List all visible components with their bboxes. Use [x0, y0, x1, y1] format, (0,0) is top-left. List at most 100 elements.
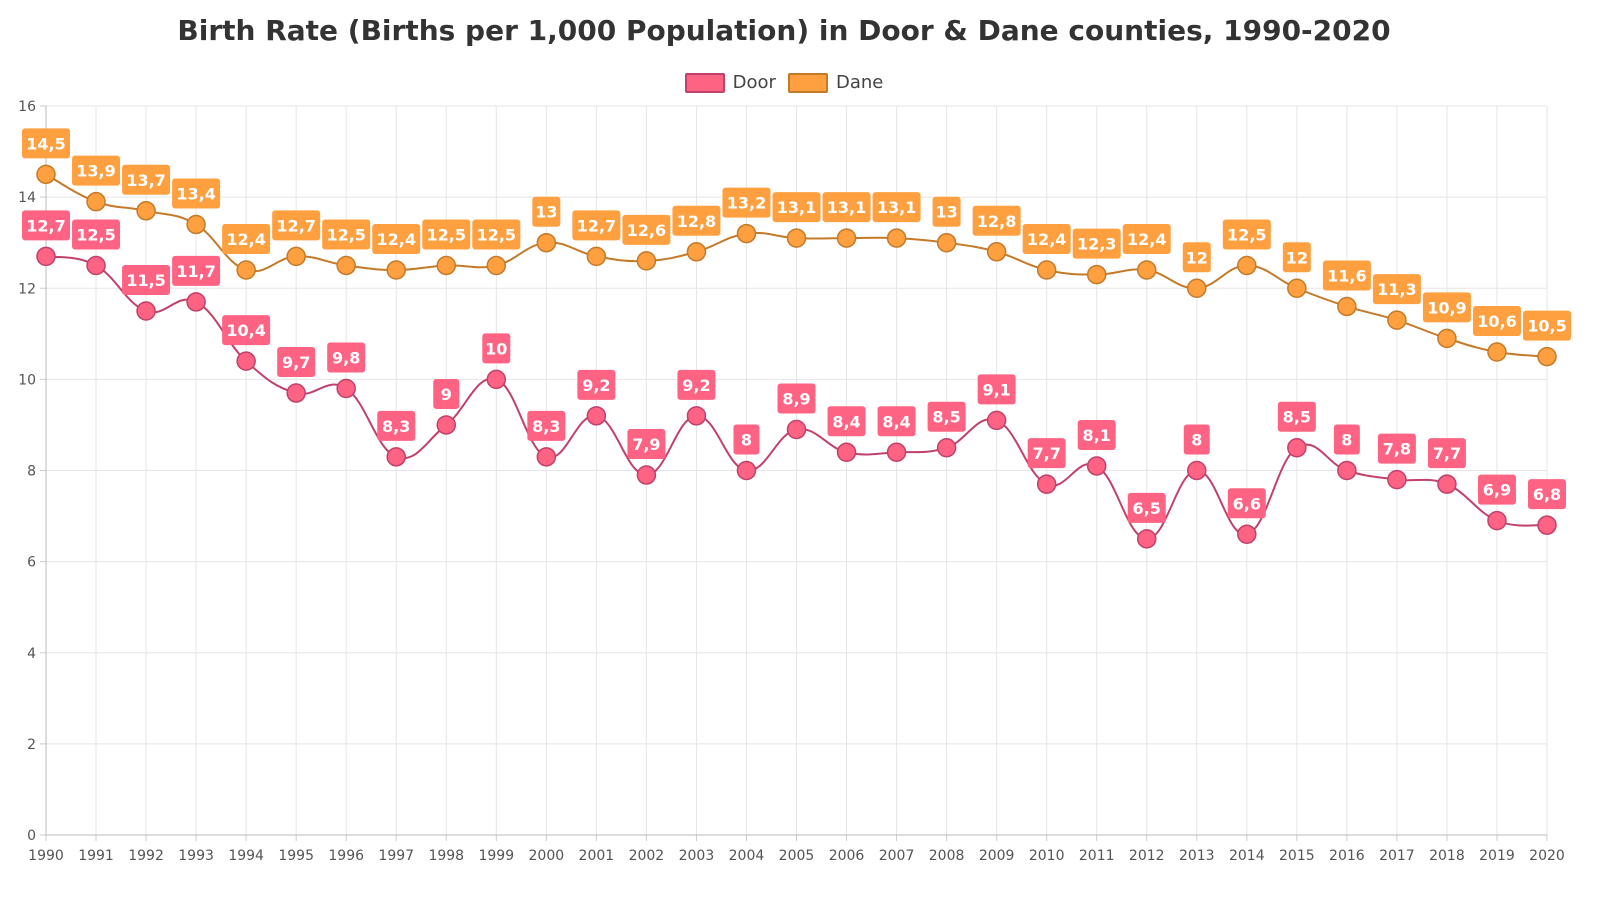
data-label-box	[327, 342, 366, 373]
data-label-box	[1182, 242, 1211, 273]
data-point-door	[1036, 474, 1057, 494]
data-label-text: 12,4	[1027, 230, 1066, 249]
data-point-dane	[786, 228, 807, 248]
x-tick-label: 1999	[478, 848, 514, 864]
data-label-text: 8,4	[882, 412, 910, 431]
data-label-text: 6,9	[1483, 481, 1511, 500]
y-tick-label: 16	[18, 99, 36, 115]
data-label-door: 8	[733, 424, 760, 455]
data-label-text: 12,5	[76, 225, 115, 244]
x-tick-label: 2010	[1029, 848, 1065, 864]
x-tick-label: 2004	[729, 848, 765, 864]
data-point-door	[1537, 515, 1557, 535]
data-point-door	[636, 465, 657, 485]
data-point-dane	[736, 223, 757, 244]
y-tick-label: 2	[27, 737, 36, 753]
data-label-box	[822, 192, 871, 223]
data-label-text: 7,7	[1032, 444, 1060, 463]
data-label-dane: 12,4	[222, 224, 271, 255]
data-label-text: 12,3	[1077, 235, 1116, 254]
data-label-text: 12,8	[677, 212, 716, 231]
data-label-door: 8,5	[1277, 401, 1316, 432]
y-tick-label: 8	[27, 464, 36, 480]
data-label-door: 8,3	[377, 410, 416, 441]
data-label-dane: 12,7	[572, 210, 621, 241]
legend-item-dane[interactable]: Dane	[787, 72, 883, 93]
data-label-door: 10,4	[222, 315, 271, 346]
data-point-door	[786, 419, 807, 440]
data-point-door	[886, 442, 907, 463]
data-label-dane: 13,9	[72, 155, 121, 186]
data-label-text: 9,2	[582, 376, 610, 395]
y-tick-label: 0	[27, 828, 36, 844]
data-label-box	[577, 369, 616, 400]
data-label-text: 14,5	[26, 134, 65, 153]
legend-label-door: Door	[732, 72, 776, 93]
x-tick-label: 2005	[779, 848, 815, 864]
data-label-text: 12,7	[276, 216, 315, 235]
data-label-box	[1377, 433, 1416, 464]
data-point-door	[536, 447, 557, 467]
data-label-text: 13,2	[727, 194, 766, 213]
data-label-box	[532, 196, 561, 227]
data-label-text: 7,8	[1383, 440, 1411, 459]
data-label-box	[72, 155, 121, 186]
data-label-text: 8,9	[782, 389, 810, 408]
data-label-dane: 12,8	[672, 205, 721, 236]
data-label-box	[172, 255, 221, 286]
data-label-dane: 12,4	[1022, 224, 1071, 255]
data-label-text: 8,4	[832, 412, 860, 431]
data-point-door	[686, 406, 707, 426]
data-label-door: 9,7	[277, 347, 316, 378]
legend-item-door[interactable]: Door	[684, 72, 776, 93]
data-label-text: 13	[535, 203, 557, 222]
data-label-door: 12,5	[72, 219, 121, 250]
data-label-dane: 12,5	[472, 219, 521, 250]
data-label-dane: 12,3	[1072, 228, 1121, 259]
data-label-box	[377, 410, 416, 441]
data-point-door	[586, 406, 607, 426]
legend: Door Dane	[0, 72, 1568, 93]
data-label-box	[1183, 424, 1210, 455]
data-label-box	[827, 406, 866, 437]
data-point-door	[136, 301, 156, 321]
data-point-door	[336, 378, 356, 399]
data-label-dane: 13	[932, 196, 961, 227]
data-label-box	[433, 378, 460, 409]
data-label-door: 6,5	[1127, 492, 1166, 523]
data-label-dane: 11,6	[1322, 260, 1371, 291]
data-label-dane: 12,4	[1122, 224, 1171, 255]
data-point-dane	[686, 242, 707, 262]
x-tick-label: 2001	[579, 848, 615, 864]
data-label-box	[1277, 401, 1316, 432]
data-point-dane	[1086, 264, 1107, 285]
data-label-text: 8,5	[932, 408, 960, 427]
data-point-dane	[1287, 278, 1307, 298]
data-label-text: 13	[935, 203, 957, 222]
data-label-text: 13,1	[877, 198, 916, 217]
data-label-dane: 13	[532, 196, 561, 227]
y-tick-label: 14	[18, 190, 36, 206]
data-label-dane: 12,5	[322, 219, 371, 250]
data-label-box	[372, 224, 421, 255]
data-label-box	[72, 219, 121, 250]
series-layer	[36, 164, 1557, 549]
x-tick-label: 1995	[278, 848, 314, 864]
data-label-dane: 13,2	[722, 187, 771, 218]
data-label-text: 13,9	[76, 162, 115, 181]
data-label-text: 9,8	[332, 348, 360, 367]
data-label-box	[733, 424, 760, 455]
data-label-box	[977, 374, 1016, 405]
data-point-dane	[386, 260, 406, 280]
x-tick-label: 2003	[679, 848, 715, 864]
data-label-box	[1027, 438, 1066, 469]
data-label-box	[222, 315, 271, 346]
data-point-dane	[136, 201, 156, 221]
data-label-text: 13,1	[777, 198, 816, 217]
data-label-text: 10,4	[226, 321, 265, 340]
data-label-dane: 10,6	[1472, 306, 1521, 337]
data-label-text: 12,4	[376, 230, 415, 249]
data-label-text: 12	[1286, 248, 1308, 267]
data-label-box	[1222, 219, 1271, 250]
data-label-door: 7,9	[627, 429, 666, 460]
